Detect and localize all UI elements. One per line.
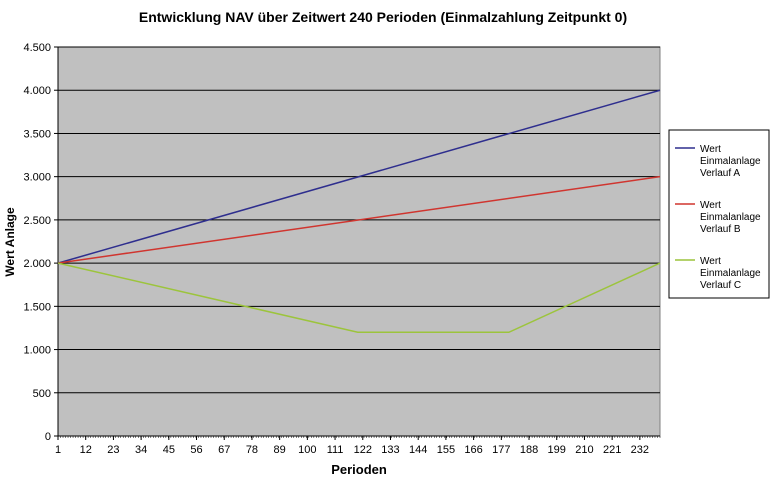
x-tick-label: 188 (520, 444, 538, 456)
series-line-a (57, 89, 661, 264)
x-tick-label: 78 (246, 444, 258, 456)
x-tick-label: 199 (548, 444, 566, 456)
x-tick-label: 221 (603, 444, 621, 456)
x-axis-label: Perioden (331, 462, 387, 477)
chart-title: Entwicklung NAV über Zeitwert 240 Period… (139, 9, 627, 25)
legend-label: Wert (700, 144, 721, 155)
y-tick-label: 2.000 (23, 258, 51, 270)
legend-label: Wert (700, 200, 721, 211)
series-line-b (57, 175, 661, 264)
x-tick-label: 166 (464, 444, 482, 456)
x-tick-label: 111 (327, 444, 344, 456)
y-tick-label: 1.000 (23, 345, 51, 357)
x-tick-label: 56 (190, 444, 202, 456)
x-tick-label: 67 (218, 444, 230, 456)
x-tick-label: 45 (163, 444, 175, 456)
legend-label: Verlauf C (700, 280, 741, 291)
plot-area (57, 46, 661, 437)
legend-box (668, 129, 770, 299)
y-tick-label: 4.000 (23, 85, 51, 97)
legend-label: Einmalanlage (700, 156, 761, 167)
legend-label: Einmalanlage (700, 268, 761, 279)
x-tick-label: 122 (354, 444, 372, 456)
y-axis-label: Wert Anlage (3, 207, 17, 277)
x-tick-label: 89 (274, 444, 286, 456)
legend-label: Einmalanlage (700, 212, 761, 223)
legend-label: Verlauf A (700, 168, 740, 179)
y-tick-label: 1.500 (23, 301, 51, 313)
y-tick-label: 3.000 (23, 172, 51, 184)
x-tick-label: 155 (437, 444, 455, 456)
x-tick-label: 144 (409, 444, 427, 456)
x-tick-label: 177 (492, 444, 510, 456)
x-tick-label: 12 (80, 444, 92, 456)
y-tick-label: 4.500 (23, 42, 51, 54)
x-tick-label: 34 (135, 444, 147, 456)
y-tick-label: 0 (45, 431, 51, 443)
y-tick-label: 500 (33, 388, 51, 400)
y-tick-label: 2.500 (23, 215, 51, 227)
y-tick-label: 3.500 (23, 128, 51, 140)
x-tick-label: 210 (575, 444, 593, 456)
legend-label: Wert (700, 256, 721, 267)
series-line-c (57, 262, 661, 334)
legend-label: Verlauf B (700, 224, 741, 235)
x-tick-label: 1 (55, 444, 61, 456)
x-tick-label: 23 (107, 444, 119, 456)
x-tick-label: 133 (381, 444, 399, 456)
x-tick-label: 232 (631, 444, 649, 456)
x-tick-label: 100 (298, 444, 316, 456)
